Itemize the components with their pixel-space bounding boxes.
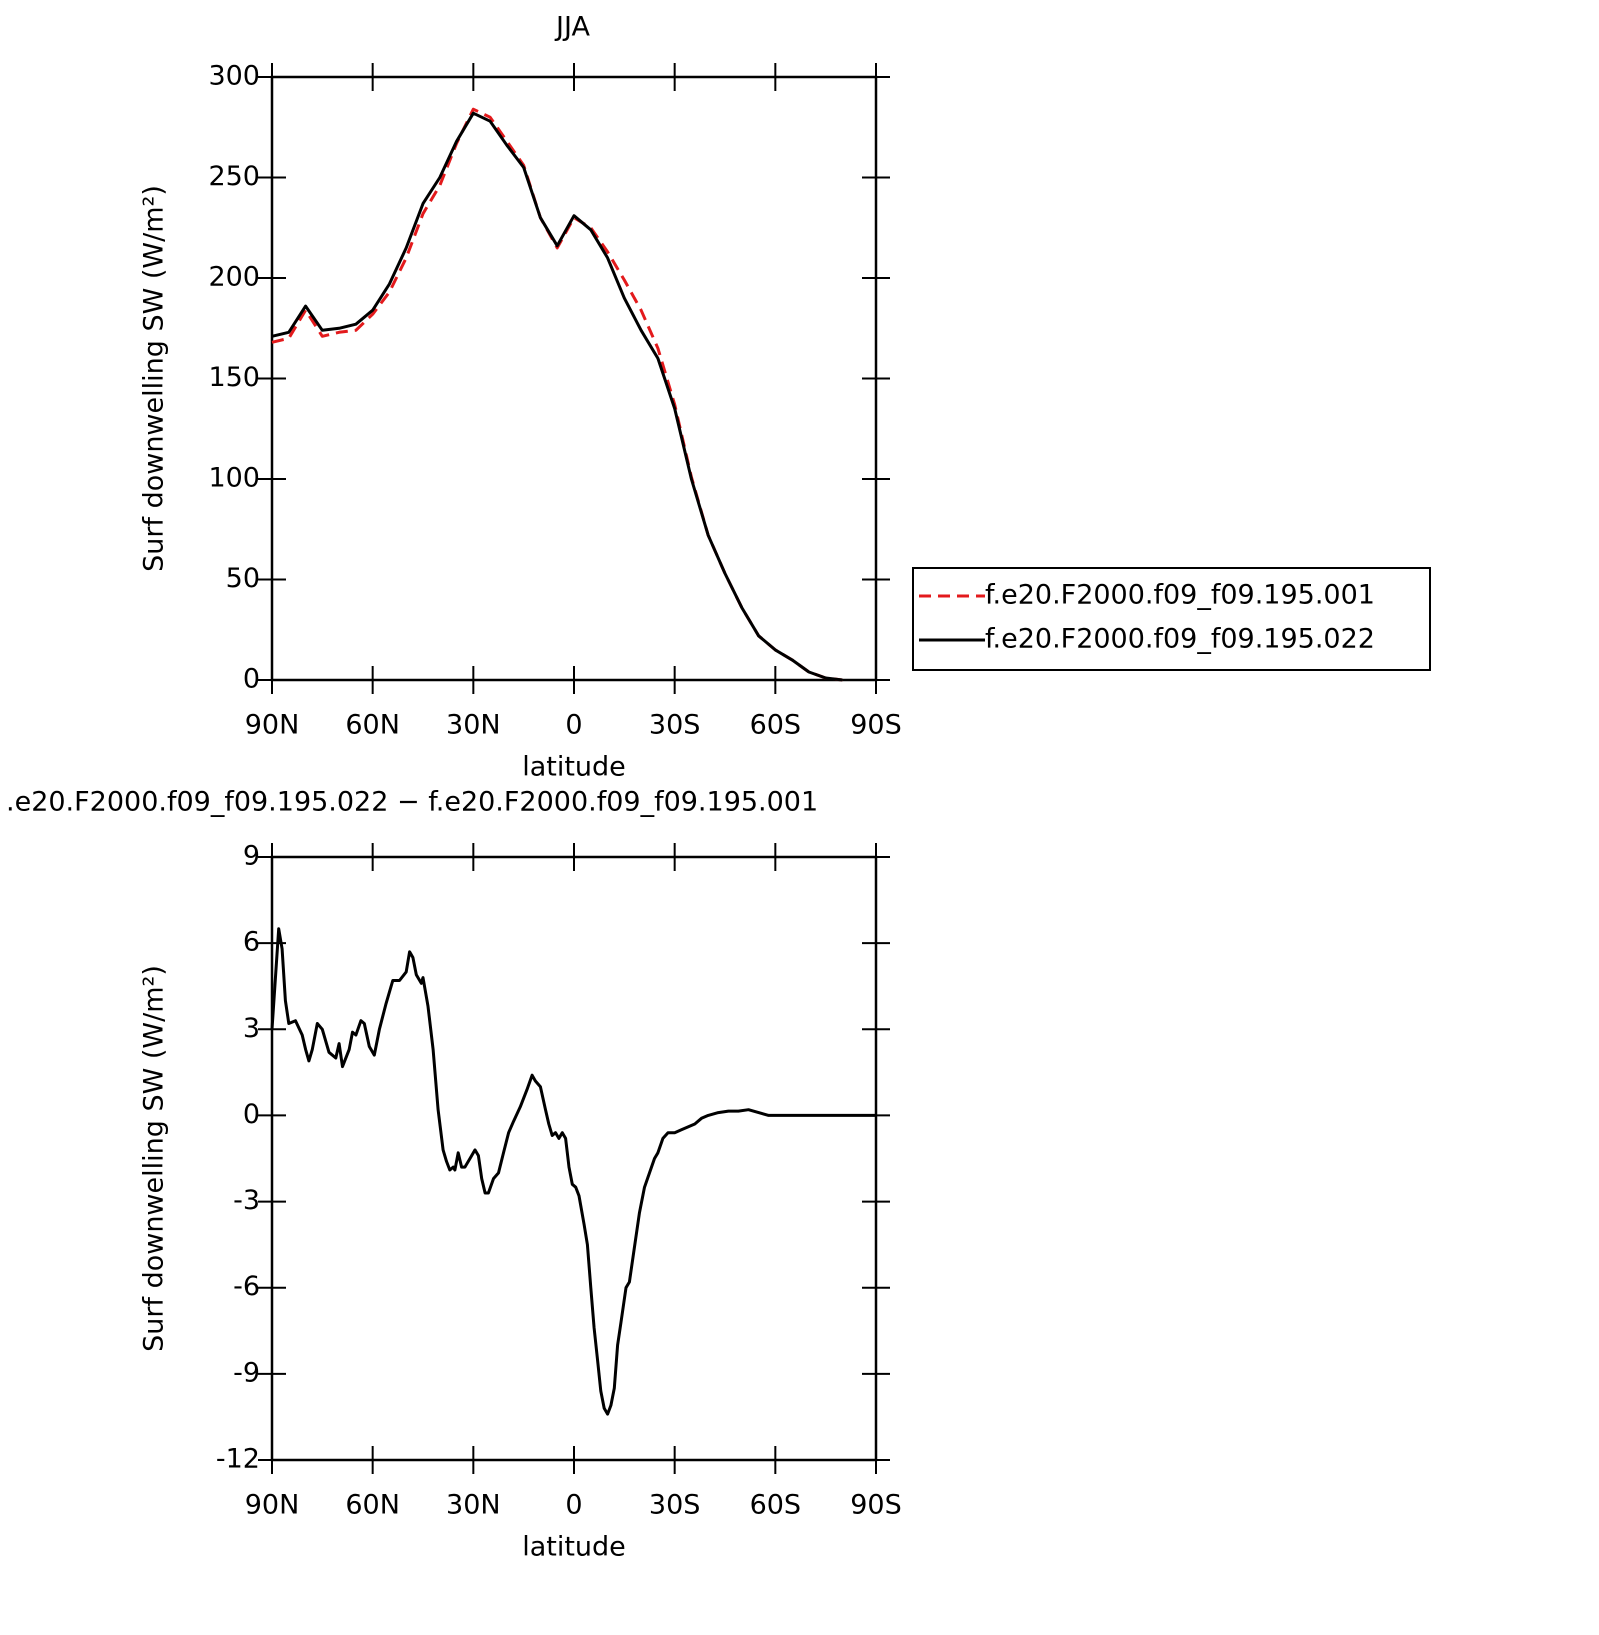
y-tick-label: 100 — [208, 463, 260, 494]
x-tick-label: 30S — [649, 710, 701, 741]
x-tick-label: 30S — [649, 1490, 701, 1521]
legend-label: f.e20.F2000.f09_f09.195.022 — [985, 624, 1375, 655]
x-tick-label: 0 — [565, 1490, 582, 1521]
y-tick-label: -6 — [233, 1271, 260, 1302]
series-line — [270, 927, 876, 1416]
x-tick-label: 90S — [850, 1490, 902, 1521]
legend-label: f.e20.F2000.f09_f09.195.001 — [985, 580, 1375, 611]
y-tick-label: 200 — [208, 262, 260, 293]
y-tick-label: 0 — [243, 664, 260, 695]
plot-frame — [270, 75, 878, 682]
chart-title: JJA — [554, 12, 590, 43]
plot-frame — [270, 855, 878, 1462]
y-axis-label: Surf downwelling SW (W/m²) — [139, 965, 170, 1352]
series-line — [271, 111, 843, 682]
x-tick-label: 30N — [446, 710, 501, 741]
y-tick-label: -12 — [216, 1444, 260, 1475]
y-tick-label: 250 — [208, 161, 260, 192]
y-tick-label: -3 — [233, 1185, 260, 1216]
x-axis-label: latitude — [522, 752, 626, 783]
y-tick-label: 3 — [243, 1013, 260, 1044]
x-tick-label: 90S — [850, 710, 902, 741]
y-tick-label: 9 — [243, 841, 260, 872]
x-tick-label: 90N — [245, 710, 300, 741]
chart-title: .e20.F2000.f09_f09.195.022 − f.e20.F2000… — [6, 787, 818, 818]
x-tick-label: 60S — [750, 710, 802, 741]
y-axis-label: Surf downwelling SW (W/m²) — [139, 185, 170, 572]
x-tick-label: 60N — [345, 710, 400, 741]
y-tick-label: -9 — [233, 1357, 260, 1388]
x-tick-label: 30N — [446, 1490, 501, 1521]
x-tick-label: 60S — [750, 1490, 802, 1521]
series-line — [271, 107, 843, 682]
x-tick-label: 0 — [565, 710, 582, 741]
x-axis-label: latitude — [522, 1532, 626, 1563]
x-tick-label: 60N — [345, 1490, 400, 1521]
x-tick-label: 90N — [245, 1490, 300, 1521]
y-tick-label: 300 — [208, 61, 260, 92]
y-tick-label: 6 — [243, 927, 260, 958]
y-tick-label: 0 — [243, 1099, 260, 1130]
y-tick-label: 50 — [226, 563, 260, 594]
y-tick-label: 150 — [208, 362, 260, 393]
legend-box — [912, 567, 1431, 671]
